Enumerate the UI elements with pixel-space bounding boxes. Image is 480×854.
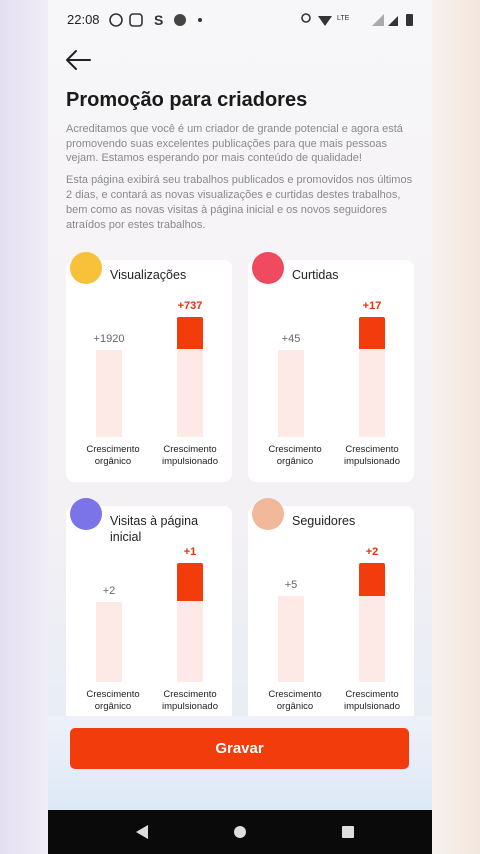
stat-card: Seguidores +5 +2 Crescimento orgânico Cresci…: [248, 498, 414, 716]
page-title: Promoção para criadores: [66, 89, 308, 111]
svg-text:S: S: [154, 12, 163, 28]
boosted-value: +1: [183, 546, 197, 558]
boosted-label: Crescimento impulsionado: [344, 444, 400, 467]
card-title: Curtidas: [292, 268, 339, 282]
paragraph: Esta página exibirá seu trabalhos public…: [66, 174, 413, 231]
organic-label: Crescimento orgânico: [268, 689, 322, 712]
boosted-label: Crescimento impulsionado: [344, 689, 400, 712]
stat-card: Visitas à página inicial +2 +1 Crescimento …: [66, 498, 232, 716]
nav-back[interactable]: [136, 825, 148, 839]
boosted-label: Crescimento impulsionado: [162, 444, 218, 467]
boosted-label: Crescimento impulsionado: [162, 689, 218, 712]
organic-value: +2: [102, 585, 116, 597]
boosted-bar-top: [177, 317, 203, 349]
boosted-bar-top: [359, 563, 385, 596]
cards-area: Visualizações +1920 +737 Crescimento orgâni…: [66, 252, 414, 716]
card-title: Visitas à página inicial: [110, 514, 199, 544]
organic-bar: [96, 350, 122, 437]
organic-bar: [96, 602, 122, 682]
organic-bar: [278, 350, 304, 437]
nav-bar: [48, 810, 432, 854]
status-icons-right: [301, 13, 413, 26]
back-button[interactable]: [64, 48, 94, 72]
boosted-value: +17: [362, 300, 382, 312]
boosted-bar-base: [177, 349, 203, 437]
organic-label: Crescimento orgânico: [86, 444, 140, 467]
nav-recent[interactable]: [342, 826, 354, 838]
status-time: 22:08: [67, 12, 100, 27]
stat-card: Curtidas +45 +17 Crescimento orgânico Cresci…: [248, 252, 414, 482]
status-icons-left: S: [109, 12, 202, 28]
organic-value: +5: [284, 579, 298, 591]
boosted-value: +737: [177, 300, 203, 312]
paragraph: Acreditamos que você é um criador de gra…: [66, 123, 403, 164]
nav-home[interactable]: [234, 826, 246, 838]
status-network: LTE: [337, 15, 350, 22]
card-icon: [70, 498, 102, 530]
nav-icons: [136, 825, 354, 839]
card-title: Seguidores: [292, 514, 356, 528]
organic-value: +1920: [93, 333, 125, 345]
organic-label: Crescimento orgânico: [86, 689, 140, 712]
card-icon: [70, 252, 102, 284]
boosted-bar-base: [177, 601, 203, 682]
boosted-bar-base: [359, 596, 385, 682]
card-icon: [252, 252, 284, 284]
card-title: Visualizações: [110, 268, 187, 282]
organic-label: Crescimento orgânico: [268, 444, 322, 467]
save-button[interactable]: Gravar: [70, 728, 409, 769]
organic-bar: [278, 596, 304, 682]
organic-value: +45: [281, 333, 301, 345]
boosted-bar-base: [359, 349, 385, 437]
stat-card: Visualizações +1920 +737 Crescimento orgâni…: [66, 252, 232, 482]
card-icon: [252, 498, 284, 530]
boosted-bar-top: [177, 563, 203, 601]
boosted-value: +2: [365, 546, 379, 558]
boosted-bar-top: [359, 317, 385, 349]
